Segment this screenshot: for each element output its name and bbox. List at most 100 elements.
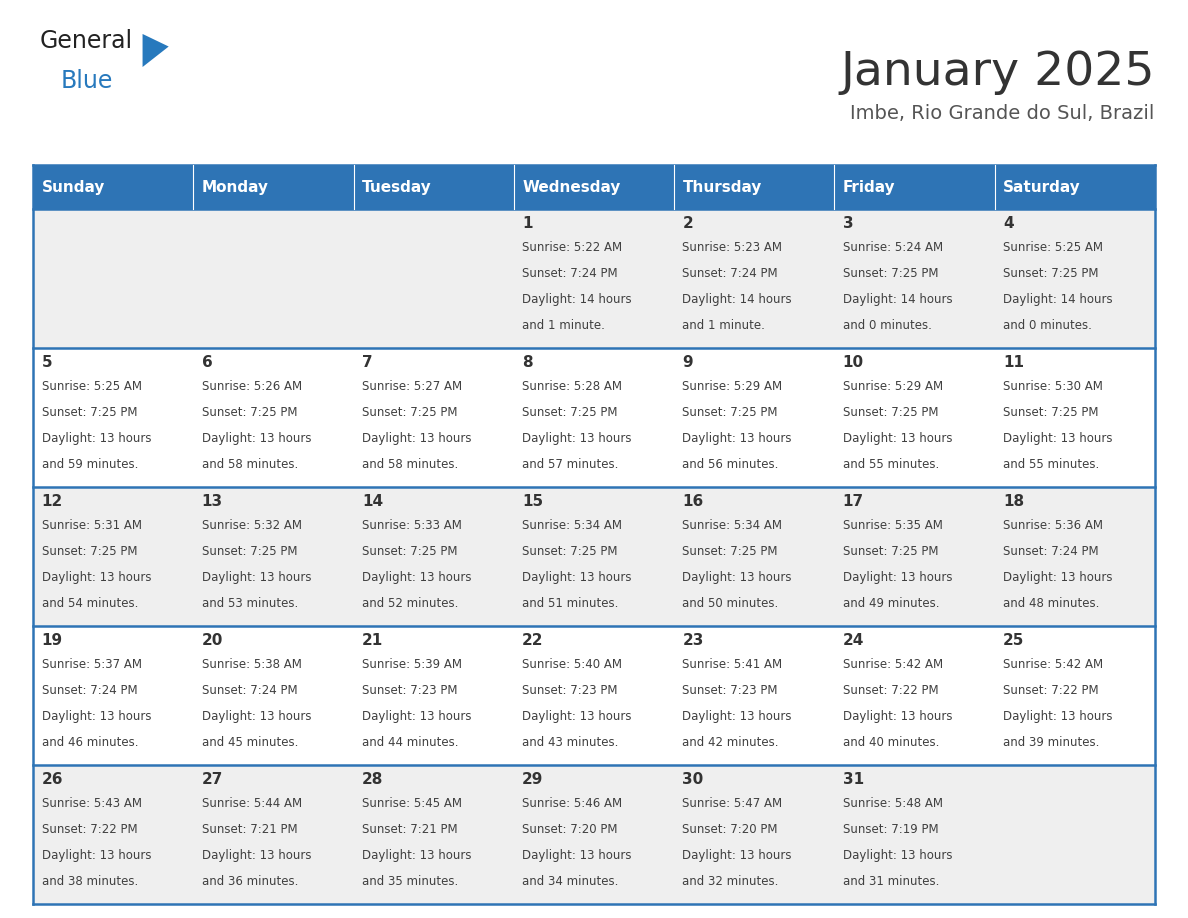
Text: and 56 minutes.: and 56 minutes. xyxy=(682,457,779,471)
FancyBboxPatch shape xyxy=(674,766,834,904)
Text: Sunset: 7:25 PM: Sunset: 7:25 PM xyxy=(523,406,618,420)
Text: 25: 25 xyxy=(1003,633,1024,648)
FancyBboxPatch shape xyxy=(514,165,674,209)
Text: 1: 1 xyxy=(523,216,532,230)
Text: Tuesday: Tuesday xyxy=(362,180,431,195)
FancyBboxPatch shape xyxy=(33,487,194,626)
Text: Sunset: 7:22 PM: Sunset: 7:22 PM xyxy=(42,823,137,836)
Text: and 32 minutes.: and 32 minutes. xyxy=(682,875,779,888)
Text: Wednesday: Wednesday xyxy=(523,180,620,195)
Text: Sunset: 7:25 PM: Sunset: 7:25 PM xyxy=(202,545,297,558)
Text: Sunrise: 5:32 AM: Sunrise: 5:32 AM xyxy=(202,520,302,532)
Text: Sunrise: 5:25 AM: Sunrise: 5:25 AM xyxy=(1003,241,1102,254)
Text: Daylight: 13 hours: Daylight: 13 hours xyxy=(202,431,311,445)
FancyBboxPatch shape xyxy=(194,626,354,766)
Text: Sunrise: 5:41 AM: Sunrise: 5:41 AM xyxy=(682,658,783,671)
Text: and 46 minutes.: and 46 minutes. xyxy=(42,735,138,748)
Text: Sunrise: 5:34 AM: Sunrise: 5:34 AM xyxy=(682,520,783,532)
Text: and 49 minutes.: and 49 minutes. xyxy=(842,597,940,610)
Text: Sunrise: 5:48 AM: Sunrise: 5:48 AM xyxy=(842,798,942,811)
FancyBboxPatch shape xyxy=(994,209,1155,348)
Text: Daylight: 13 hours: Daylight: 13 hours xyxy=(523,571,632,584)
Text: Sunrise: 5:34 AM: Sunrise: 5:34 AM xyxy=(523,520,623,532)
Text: Sunset: 7:24 PM: Sunset: 7:24 PM xyxy=(523,267,618,280)
Text: Daylight: 13 hours: Daylight: 13 hours xyxy=(362,849,472,862)
Text: Sunrise: 5:25 AM: Sunrise: 5:25 AM xyxy=(42,380,141,394)
FancyBboxPatch shape xyxy=(514,348,674,487)
Text: Sunset: 7:21 PM: Sunset: 7:21 PM xyxy=(202,823,297,836)
Text: 5: 5 xyxy=(42,354,52,370)
Text: 23: 23 xyxy=(682,633,703,648)
FancyBboxPatch shape xyxy=(194,348,354,487)
Text: and 40 minutes.: and 40 minutes. xyxy=(842,735,939,748)
Text: Daylight: 13 hours: Daylight: 13 hours xyxy=(842,710,952,722)
Text: Daylight: 13 hours: Daylight: 13 hours xyxy=(682,431,792,445)
Text: Sunset: 7:25 PM: Sunset: 7:25 PM xyxy=(362,406,457,420)
FancyBboxPatch shape xyxy=(994,487,1155,626)
Text: Saturday: Saturday xyxy=(1003,180,1081,195)
Text: Sunrise: 5:30 AM: Sunrise: 5:30 AM xyxy=(1003,380,1102,394)
Text: Sunset: 7:24 PM: Sunset: 7:24 PM xyxy=(42,684,137,697)
Text: Sunset: 7:25 PM: Sunset: 7:25 PM xyxy=(842,545,939,558)
Text: General: General xyxy=(39,29,132,53)
Text: and 55 minutes.: and 55 minutes. xyxy=(1003,457,1099,471)
Text: 11: 11 xyxy=(1003,354,1024,370)
Text: and 36 minutes.: and 36 minutes. xyxy=(202,875,298,888)
Text: 27: 27 xyxy=(202,772,223,787)
Text: and 58 minutes.: and 58 minutes. xyxy=(362,457,459,471)
Text: Sunrise: 5:28 AM: Sunrise: 5:28 AM xyxy=(523,380,623,394)
Text: and 1 minute.: and 1 minute. xyxy=(682,319,765,331)
Text: Sunset: 7:23 PM: Sunset: 7:23 PM xyxy=(362,684,457,697)
Text: 24: 24 xyxy=(842,633,864,648)
Text: Sunset: 7:19 PM: Sunset: 7:19 PM xyxy=(842,823,939,836)
Text: Monday: Monday xyxy=(202,180,268,195)
FancyBboxPatch shape xyxy=(33,766,194,904)
Text: Daylight: 13 hours: Daylight: 13 hours xyxy=(42,431,151,445)
FancyBboxPatch shape xyxy=(834,348,994,487)
FancyBboxPatch shape xyxy=(194,487,354,626)
Text: Sunset: 7:24 PM: Sunset: 7:24 PM xyxy=(682,267,778,280)
Text: and 43 minutes.: and 43 minutes. xyxy=(523,735,619,748)
Text: Sunset: 7:21 PM: Sunset: 7:21 PM xyxy=(362,823,457,836)
Text: and 34 minutes.: and 34 minutes. xyxy=(523,875,619,888)
Text: Daylight: 13 hours: Daylight: 13 hours xyxy=(202,849,311,862)
Text: and 35 minutes.: and 35 minutes. xyxy=(362,875,459,888)
Text: and 42 minutes.: and 42 minutes. xyxy=(682,735,779,748)
Text: Daylight: 13 hours: Daylight: 13 hours xyxy=(682,849,792,862)
FancyBboxPatch shape xyxy=(33,209,194,348)
FancyBboxPatch shape xyxy=(994,348,1155,487)
Text: 6: 6 xyxy=(202,354,213,370)
FancyBboxPatch shape xyxy=(194,209,354,348)
Text: Sunset: 7:23 PM: Sunset: 7:23 PM xyxy=(682,684,778,697)
Polygon shape xyxy=(143,34,169,67)
Text: Sunrise: 5:22 AM: Sunrise: 5:22 AM xyxy=(523,241,623,254)
Text: Sunset: 7:24 PM: Sunset: 7:24 PM xyxy=(202,684,297,697)
Text: 20: 20 xyxy=(202,633,223,648)
FancyBboxPatch shape xyxy=(674,348,834,487)
FancyBboxPatch shape xyxy=(354,626,514,766)
Text: Sunrise: 5:39 AM: Sunrise: 5:39 AM xyxy=(362,658,462,671)
Text: Daylight: 13 hours: Daylight: 13 hours xyxy=(202,710,311,722)
Text: and 1 minute.: and 1 minute. xyxy=(523,319,605,331)
Text: Daylight: 13 hours: Daylight: 13 hours xyxy=(523,710,632,722)
Text: 8: 8 xyxy=(523,354,533,370)
FancyBboxPatch shape xyxy=(354,348,514,487)
Text: Sunset: 7:25 PM: Sunset: 7:25 PM xyxy=(202,406,297,420)
Text: Sunset: 7:25 PM: Sunset: 7:25 PM xyxy=(523,545,618,558)
FancyBboxPatch shape xyxy=(33,165,194,209)
Text: Friday: Friday xyxy=(842,180,896,195)
Text: Sunrise: 5:40 AM: Sunrise: 5:40 AM xyxy=(523,658,623,671)
FancyBboxPatch shape xyxy=(514,626,674,766)
FancyBboxPatch shape xyxy=(674,209,834,348)
FancyBboxPatch shape xyxy=(514,766,674,904)
Text: 10: 10 xyxy=(842,354,864,370)
Text: Daylight: 13 hours: Daylight: 13 hours xyxy=(362,431,472,445)
Text: Daylight: 13 hours: Daylight: 13 hours xyxy=(523,431,632,445)
Text: Daylight: 13 hours: Daylight: 13 hours xyxy=(362,710,472,722)
FancyBboxPatch shape xyxy=(354,209,514,348)
Text: and 53 minutes.: and 53 minutes. xyxy=(202,597,298,610)
Text: Sunrise: 5:44 AM: Sunrise: 5:44 AM xyxy=(202,798,302,811)
Text: Imbe, Rio Grande do Sul, Brazil: Imbe, Rio Grande do Sul, Brazil xyxy=(851,104,1155,123)
FancyBboxPatch shape xyxy=(674,487,834,626)
Text: Sunrise: 5:37 AM: Sunrise: 5:37 AM xyxy=(42,658,141,671)
